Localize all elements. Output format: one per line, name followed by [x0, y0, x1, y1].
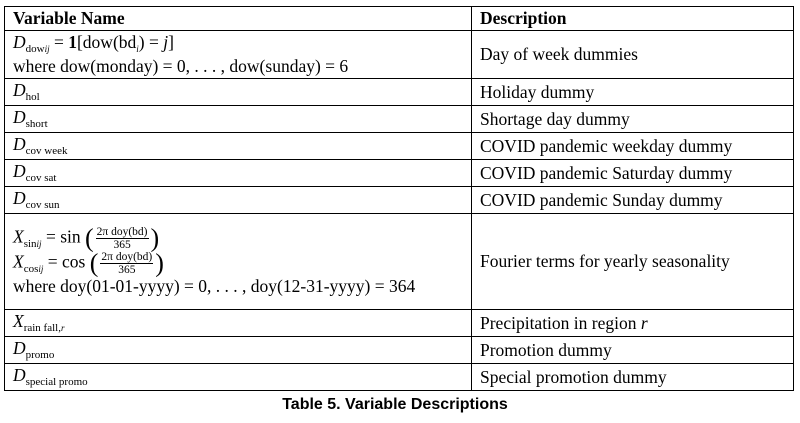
fraction-denominator: 365 — [118, 264, 136, 276]
subscript: cov sun — [25, 199, 60, 211]
subscript: dow — [25, 43, 45, 55]
subscript: cos — [23, 262, 39, 275]
fraction: 2π doy(bd) 365 — [100, 251, 154, 276]
sin-function: sin — [60, 226, 81, 247]
header-description: Description — [471, 6, 794, 31]
description-cell: COVID pandemic weekday dummy — [471, 132, 794, 160]
variable-cell-hol: Dhol — [4, 78, 472, 106]
table-row: Dspecial promo Special promotion dummy — [4, 363, 794, 391]
description-cell: Day of week dummies — [471, 30, 794, 79]
fraction-numerator: 2π doy(bd) — [100, 251, 154, 264]
description-cell: Shortage day dummy — [471, 105, 794, 133]
description-cell: Holiday dummy — [471, 78, 794, 106]
table-row: Dhol Holiday dummy — [4, 78, 794, 106]
cos-function: cos — [62, 251, 86, 272]
subscript: promo — [25, 349, 55, 361]
table-row: Xsinij = sin (2π doy(bd) 365) Xcosij = co… — [4, 213, 794, 310]
description-cell: Precipitation in region r — [471, 309, 794, 337]
description-cell: Special promotion dummy — [471, 363, 794, 391]
subscript: cov week — [25, 145, 68, 157]
table-caption: Table 5. Variable Descriptions — [282, 396, 508, 413]
table-row: Dcov sun COVID pandemic Sunday dummy — [4, 186, 794, 214]
fraction-numerator: 2π doy(bd) — [95, 226, 149, 239]
description-cell: Promotion dummy — [471, 336, 794, 364]
variable-cell-dow: Ddowij = 1[dow(bdi) = j] where dow(monda… — [4, 30, 472, 79]
subscript: hol — [25, 91, 40, 103]
table-header-row: Variable Name Description — [4, 6, 794, 31]
table-row: Dcov sat COVID pandemic Saturday dummy — [4, 159, 794, 187]
variable-cell-cov-week: Dcov week — [4, 132, 472, 160]
variable-cell-cov-sat: Dcov sat — [4, 159, 472, 187]
doy-where-text: where doy(01-01-yyyy) = 0, . . . , doy(1… — [13, 276, 416, 296]
fraction-denominator: 365 — [113, 239, 131, 251]
header-variable-name: Variable Name — [4, 6, 472, 31]
variable-cell-rain: Xrain fall,r — [4, 309, 472, 337]
variable-cell-cov-sun: Dcov sun — [4, 186, 472, 214]
table-row: Dshort Shortage day dummy — [4, 105, 794, 133]
table-row: Ddowij = 1[dow(bdi) = j] where dow(monda… — [4, 30, 794, 79]
fraction: 2π doy(bd) 365 — [95, 226, 149, 251]
variable-descriptions-table: Variable Name Description Ddowij = 1[dow… — [4, 6, 794, 391]
subscript: short — [25, 118, 48, 130]
subscript: rain fall, — [23, 322, 61, 334]
subscript: special promo — [25, 376, 88, 388]
table-row: Dpromo Promotion dummy — [4, 336, 794, 364]
description-cell: Fourier terms for yearly seasonality — [471, 213, 794, 310]
table-row: Xrain fall,r Precipitation in region r — [4, 309, 794, 337]
math-var-r: r — [640, 312, 648, 333]
variable-cell-special-promo: Dspecial promo — [4, 363, 472, 391]
description-cell: COVID pandemic Sunday dummy — [471, 186, 794, 214]
variable-cell-promo: Dpromo — [4, 336, 472, 364]
description-cell: COVID pandemic Saturday dummy — [471, 159, 794, 187]
variable-cell-short: Dshort — [4, 105, 472, 133]
dow-where-text: where dow(monday) = 0, . . . , dow(sunda… — [13, 56, 349, 76]
subscript: cov sat — [25, 172, 57, 184]
variable-cell-fourier: Xsinij = sin (2π doy(bd) 365) Xcosij = co… — [4, 213, 472, 310]
subscript: sin — [23, 237, 37, 250]
table-row: Dcov week COVID pandemic weekday dummy — [4, 132, 794, 160]
